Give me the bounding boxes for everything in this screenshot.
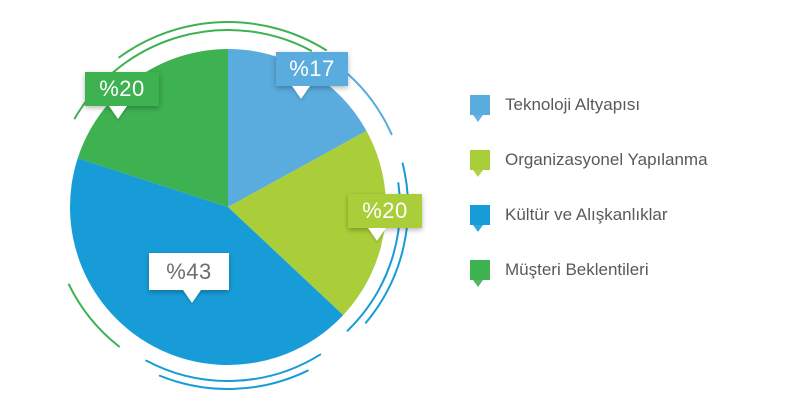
- pie-label-pointer: [368, 228, 386, 241]
- legend-label: Organizasyonel Yapılanma: [505, 150, 708, 169]
- legend-swatch: [470, 150, 490, 170]
- legend-swatch: [470, 205, 490, 225]
- legend-label: Müşteri Beklentileri: [505, 260, 649, 279]
- legend-item-organizasyonel: Organizasyonel Yapılanma: [470, 149, 708, 177]
- pie-slice-1: [228, 130, 386, 316]
- decorative-arc: [364, 162, 409, 324]
- legend-swatch: [470, 95, 490, 115]
- decorative-arc: [145, 353, 322, 382]
- pie-label-organizasyonel: %20: [348, 194, 422, 241]
- legend-swatch-pointer: [473, 225, 483, 232]
- pie-label-value: %43: [166, 258, 212, 284]
- legend-label: Teknoloji Altyapısı: [505, 95, 641, 114]
- pie-label-kultur: %43: [149, 253, 229, 303]
- legend-swatch-pointer: [473, 280, 483, 287]
- pie-label-value: %17: [289, 56, 335, 81]
- pie-label-musteri: %20: [85, 72, 159, 119]
- pie-slice-0: [228, 49, 367, 207]
- pie-slice-3: [77, 49, 229, 207]
- legend-pin-icon: [470, 95, 491, 122]
- legend-item-kultur: Kültür ve Alışkanlıklar: [470, 204, 708, 232]
- legend-item-musteri: Müşteri Beklentileri: [470, 259, 708, 287]
- pie-label-pointer: [183, 290, 201, 303]
- pie-label-teknoloji: %17: [276, 52, 348, 99]
- pie-label-pointer: [292, 86, 310, 99]
- decorative-arc: [118, 21, 328, 59]
- legend-swatch-pointer: [473, 115, 483, 122]
- legend-pin-icon: [470, 260, 491, 287]
- decorative-arc: [67, 283, 121, 348]
- legend-pin-icon: [470, 150, 491, 177]
- pie-label-value: %20: [362, 198, 408, 223]
- legend-item-teknoloji: Teknoloji Altyapısı: [470, 94, 708, 122]
- pie-label-value: %20: [99, 76, 145, 101]
- pie-chart: [67, 21, 409, 390]
- decorative-arc: [158, 369, 309, 390]
- legend: Teknoloji Altyapısı Organizasyonel Yapıl…: [470, 94, 708, 314]
- pie-label-pointer: [109, 106, 127, 119]
- legend-swatch: [470, 260, 490, 280]
- legend-swatch-pointer: [473, 170, 483, 177]
- legend-label: Kültür ve Alışkanlıklar: [505, 205, 668, 224]
- legend-pin-icon: [470, 205, 491, 232]
